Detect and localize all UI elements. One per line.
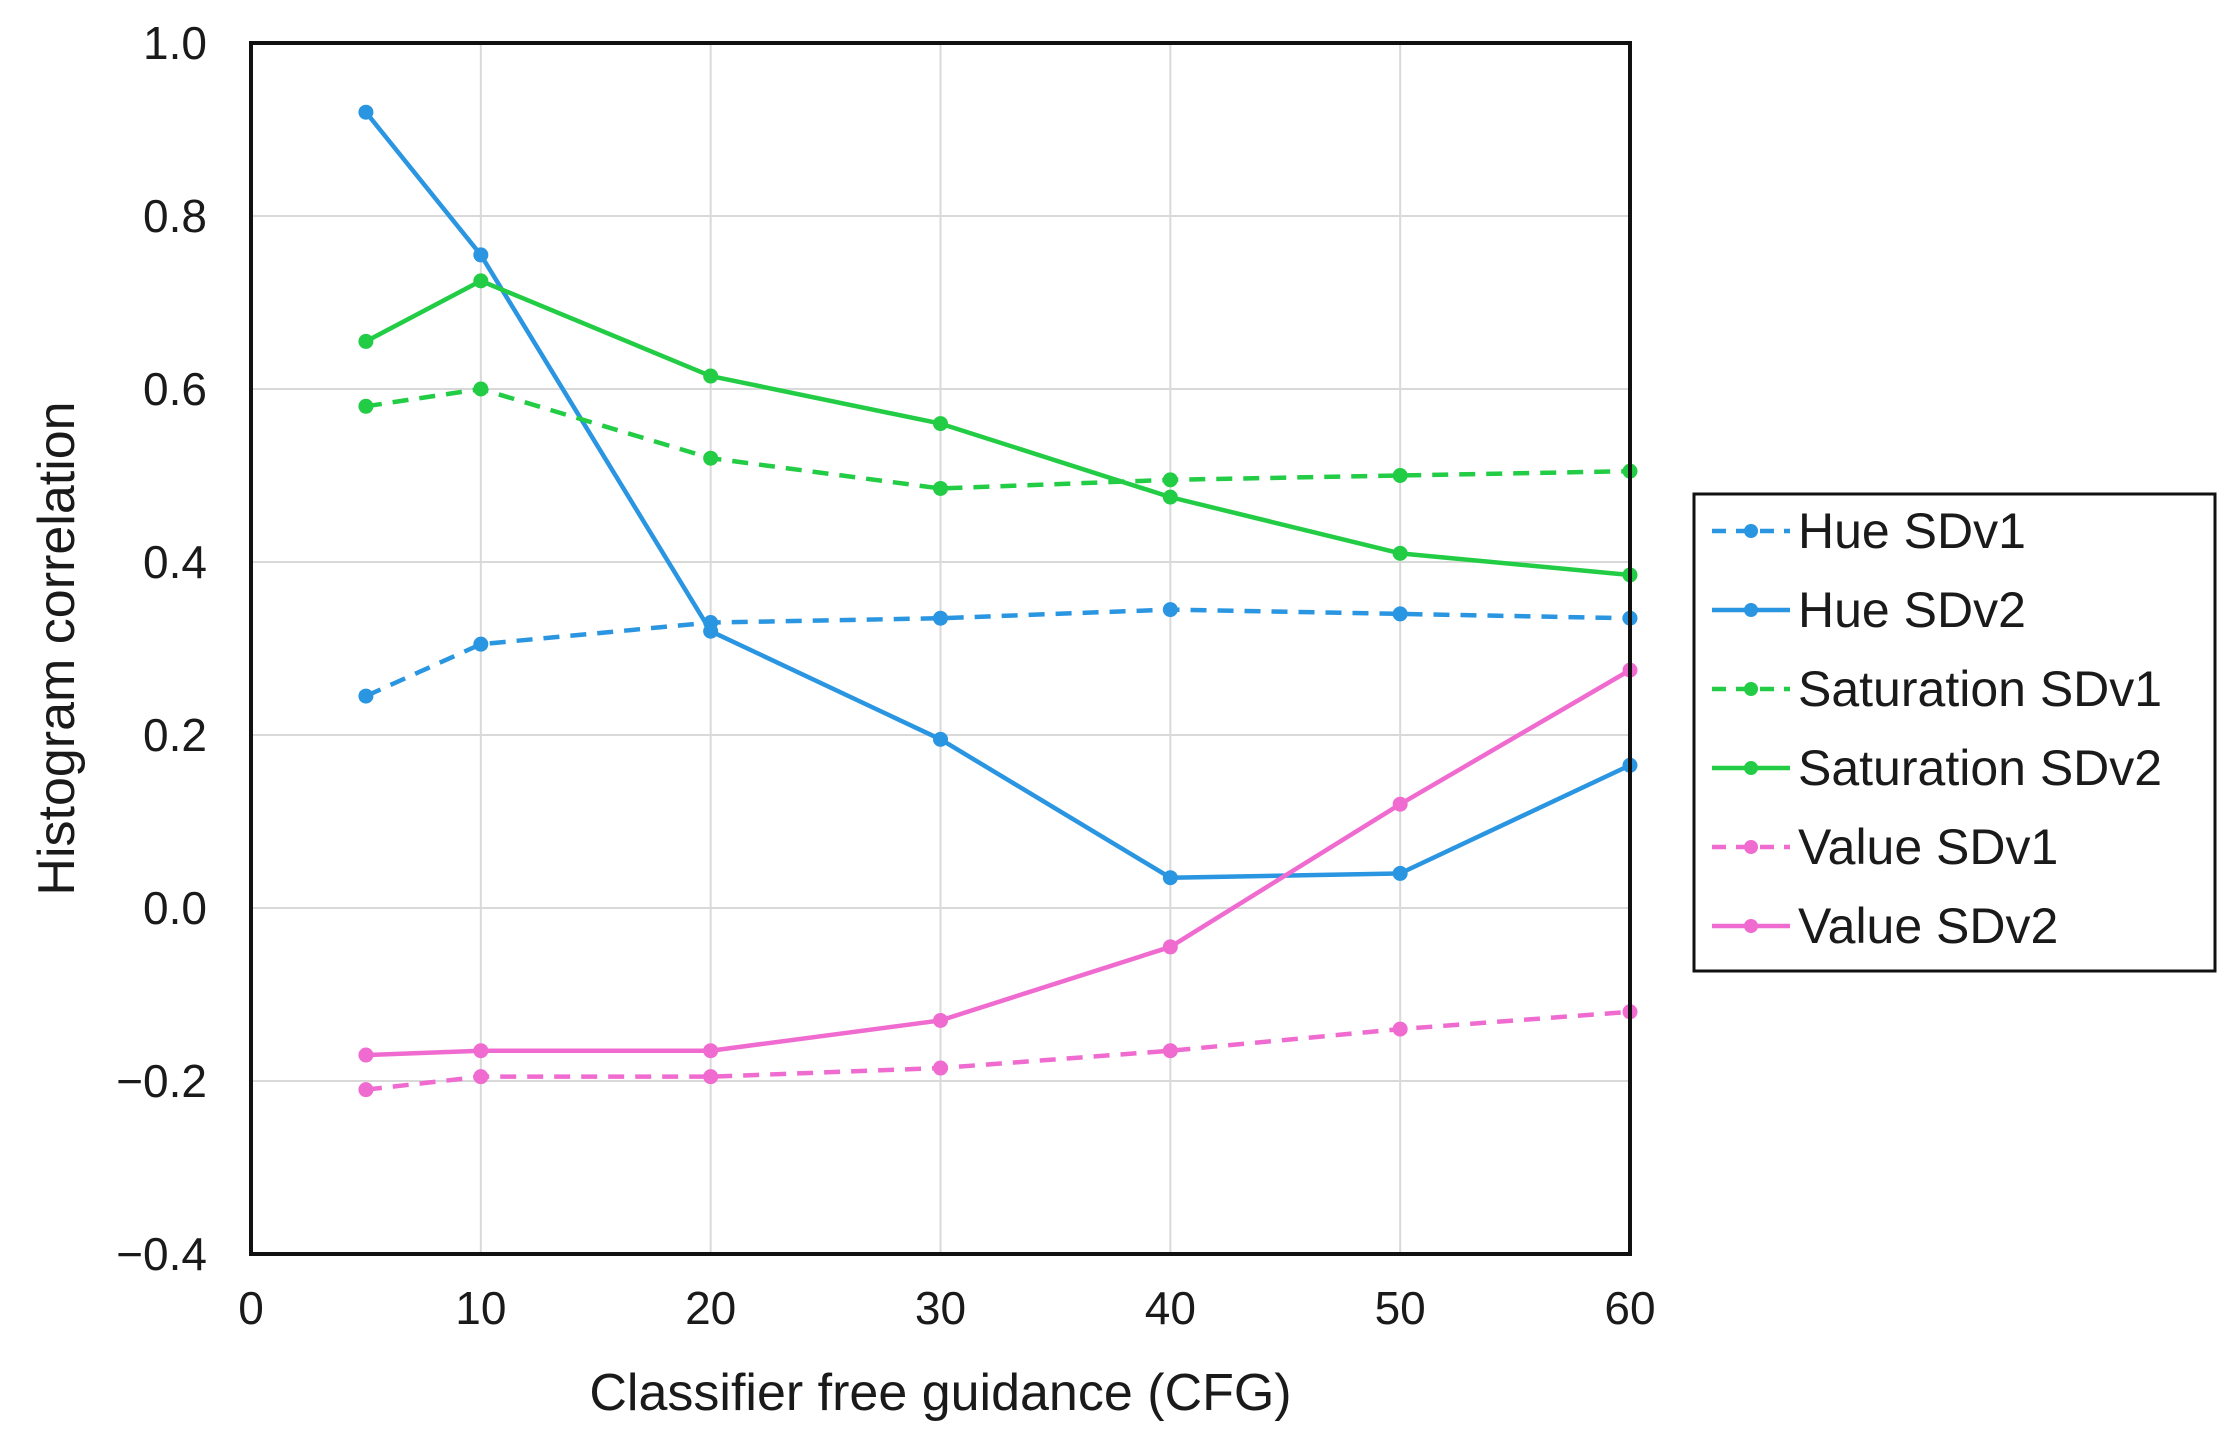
- data-point-value-sdv1: [1162, 1043, 1178, 1059]
- data-point-saturation-sdv1: [1162, 472, 1178, 488]
- legend: Hue SDv1 Hue SDv2 Saturation SDv1 Saturatio…: [1692, 492, 2217, 973]
- legend-label-hue-sdv2: Hue SDv2: [1798, 582, 2026, 638]
- data-point-saturation-sdv1: [1392, 468, 1408, 483]
- legend-marker-saturation-sdv2: [1744, 761, 1758, 775]
- data-point-hue-sdv2: [703, 623, 719, 639]
- series-group: [358, 104, 1638, 1098]
- legend-marker-hue-sdv1: [1744, 524, 1758, 538]
- legend-box: [1692, 492, 2217, 973]
- y-tick-label: 0.4: [143, 536, 207, 588]
- x-axis-label: Classifier free guidance (CFG): [589, 1364, 1291, 1422]
- series-line-hue-sdv2: [364, 110, 1631, 880]
- data-point-saturation-sdv2: [1162, 489, 1178, 505]
- data-point-hue-sdv1: [1162, 602, 1178, 618]
- x-tick-label: 60: [1604, 1282, 1655, 1334]
- series-line-saturation-sdv2: [364, 278, 1631, 578]
- x-tick-label: 30: [915, 1282, 966, 1334]
- x-tick-label: 20: [685, 1282, 736, 1334]
- y-tick-label: 0.0: [143, 882, 207, 934]
- data-point-value-sdv2: [473, 1043, 489, 1059]
- data-point-value-sdv2: [1392, 796, 1408, 812]
- series-line-value-sdv2: [365, 668, 1632, 1058]
- data-point-hue-sdv2: [358, 104, 374, 120]
- data-point-hue-sdv2: [1392, 865, 1408, 881]
- data-point-saturation-sdv1: [703, 450, 719, 466]
- data-point-hue-sdv2: [933, 731, 948, 747]
- data-point-hue-sdv2: [1162, 870, 1178, 886]
- series-line-saturation-sdv1: [365, 386, 1631, 491]
- legend-marker-value-sdv1: [1744, 840, 1758, 854]
- data-point-value-sdv2: [703, 1043, 719, 1059]
- y-tick-label: −0.2: [116, 1055, 207, 1107]
- data-point-saturation-sdv2: [473, 273, 489, 289]
- data-point-hue-sdv1: [1392, 606, 1408, 622]
- data-point-value-sdv1: [933, 1060, 948, 1076]
- legend-marker-value-sdv2: [1744, 919, 1758, 933]
- data-point-hue-sdv2: [473, 247, 489, 263]
- data-point-hue-sdv1: [473, 636, 489, 652]
- data-point-saturation-sdv2: [703, 368, 719, 384]
- grid-lines: [250, 42, 1631, 1255]
- data-point-value-sdv1: [703, 1069, 719, 1085]
- data-point-saturation-sdv1: [933, 480, 948, 496]
- tick-labels: 0 10 20 30 40 50 60 −0.4 −0.2 0.0 0.2 0.4 0.6 0.8 1.0: [116, 17, 1655, 1334]
- legend-marker-saturation-sdv1: [1744, 682, 1758, 696]
- data-point-value-sdv1: [1392, 1021, 1408, 1037]
- y-tick-label: −0.4: [116, 1228, 207, 1280]
- y-axis-label: Histogram correlation: [28, 401, 86, 895]
- y-tick-label: 0.8: [143, 190, 207, 242]
- legend-label-value-sdv2: Value SDv2: [1798, 898, 2058, 954]
- y-tick-label: 1.0: [143, 17, 207, 69]
- data-point-saturation-sdv1: [473, 381, 489, 397]
- plot-frame: [249, 41, 1632, 1256]
- data-point-value-sdv2: [933, 1012, 948, 1028]
- data-point-saturation-sdv2: [358, 333, 374, 349]
- legend-marker-hue-sdv2: [1744, 603, 1758, 617]
- x-tick-label: 0: [238, 1282, 264, 1334]
- series-line-hue-sdv1: [364, 607, 1631, 699]
- data-point-saturation-sdv2: [933, 416, 948, 432]
- y-tick-label: 0.2: [143, 709, 207, 761]
- data-point-hue-sdv1: [933, 610, 948, 626]
- data-point-hue-sdv1: [358, 688, 374, 704]
- data-point-saturation-sdv2: [1392, 545, 1408, 561]
- x-tick-label: 10: [455, 1282, 506, 1334]
- legend-label-saturation-sdv1: Saturation SDv1: [1798, 661, 2162, 717]
- data-point-value-sdv1: [473, 1069, 489, 1085]
- y-tick-label: 0.6: [143, 363, 207, 415]
- data-point-value-sdv2: [1162, 939, 1178, 955]
- data-point-value-sdv2: [358, 1047, 374, 1063]
- data-point-saturation-sdv1: [358, 398, 374, 414]
- x-tick-label: 50: [1375, 1282, 1426, 1334]
- legend-label-hue-sdv1: Hue SDv1: [1798, 503, 2026, 559]
- data-point-value-sdv1: [358, 1082, 374, 1098]
- x-tick-label: 40: [1145, 1282, 1196, 1334]
- legend-label-saturation-sdv2: Saturation SDv2: [1798, 740, 2162, 796]
- legend-label-value-sdv1: Value SDv1: [1798, 819, 2058, 875]
